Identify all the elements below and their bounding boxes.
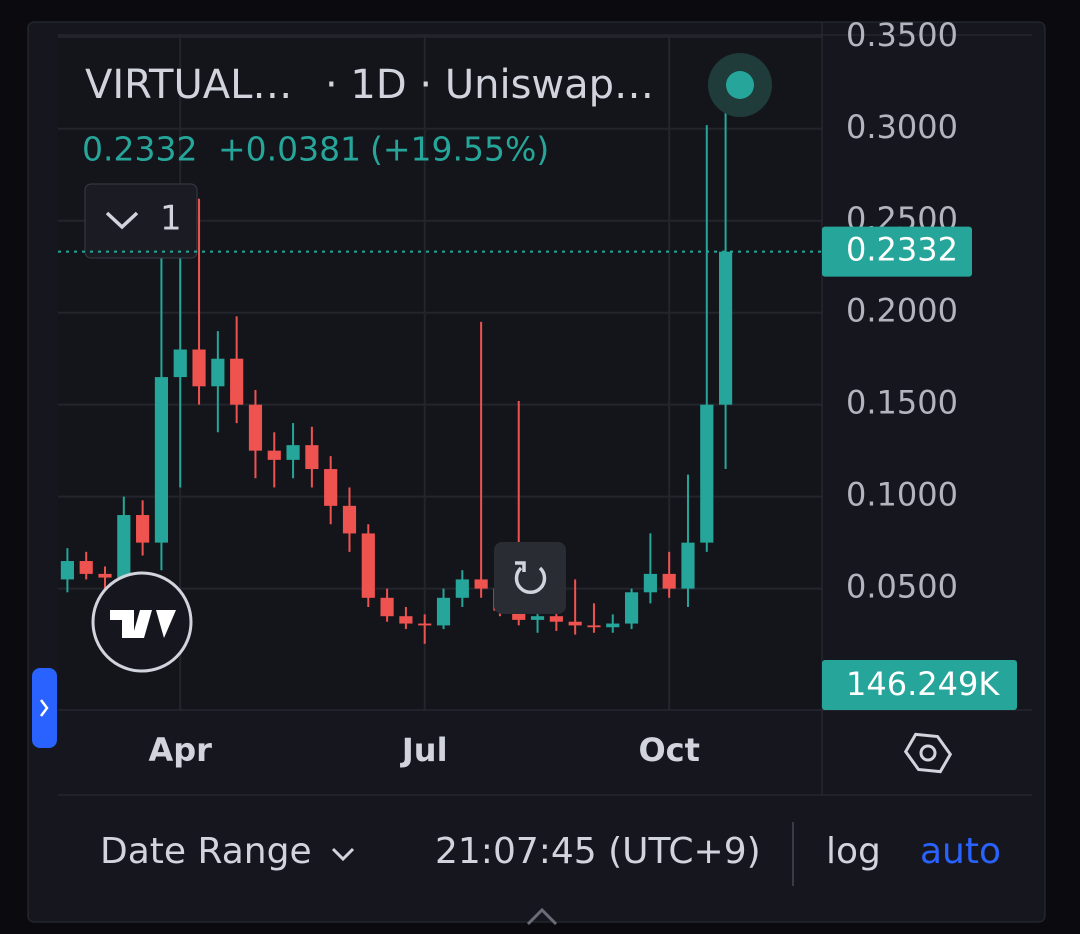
candle-body — [173, 349, 187, 378]
status-dot — [726, 71, 754, 99]
candle-body — [361, 533, 375, 598]
candle-body — [455, 579, 469, 598]
candle-body — [342, 505, 357, 534]
candle-body — [624, 592, 639, 624]
y-tick-label: 0.0500 — [846, 568, 958, 606]
candle-body — [324, 469, 338, 506]
candle-body — [662, 573, 676, 589]
settings-icon-center — [919, 744, 937, 762]
tv-logo-mark — [110, 610, 176, 638]
x-tick-label: Oct — [638, 731, 699, 769]
y-tick-label: 0.3500 — [846, 16, 958, 54]
reset-arrow — [515, 561, 526, 572]
candle-body — [60, 561, 74, 580]
candle-body — [474, 579, 488, 589]
candle-body — [79, 561, 93, 574]
chevron-icon — [105, 211, 139, 230]
candle-body — [230, 358, 244, 405]
auto-toggle[interactable]: auto — [920, 831, 1001, 872]
candle-body — [568, 621, 582, 626]
settings-icon[interactable] — [901, 727, 955, 780]
side-tab-icon — [40, 699, 49, 717]
candle-body — [700, 404, 714, 543]
pull-up-icon — [526, 907, 558, 926]
symbol-title[interactable]: VIRTUAL… — [85, 62, 292, 108]
date-range-chevron — [331, 847, 355, 862]
candle-body — [549, 616, 563, 622]
x-tick-label: Jul — [400, 731, 448, 769]
indicators-button[interactable] — [84, 183, 198, 259]
x-tick-label: Apr — [149, 731, 213, 769]
candle-body — [436, 597, 451, 626]
candle-body — [643, 573, 657, 593]
reset-button[interactable] — [494, 542, 566, 614]
interval-exchange[interactable]: · 1D · Uniswap… — [325, 62, 654, 108]
candle-body — [399, 616, 413, 624]
last-price-label: 0.2332 — [846, 231, 958, 269]
legend-close: 0.2332 — [82, 130, 197, 169]
legend-change-pct: (+19.55%) — [370, 130, 549, 169]
log-toggle[interactable]: log — [826, 831, 881, 872]
candle-body — [587, 625, 601, 628]
side-tab[interactable] — [32, 668, 57, 748]
candle-body — [267, 450, 281, 460]
candle-body — [418, 623, 432, 626]
candle-body — [136, 515, 150, 543]
candle-body — [380, 597, 394, 617]
candle-body — [305, 445, 319, 470]
reset-icon — [514, 566, 547, 595]
candle-body — [117, 515, 131, 578]
clock: 21:07:45 (UTC+9) — [435, 831, 761, 872]
candle-body — [530, 616, 545, 620]
candle-body — [154, 377, 169, 543]
candle-body — [719, 251, 733, 405]
candle-body — [286, 445, 300, 460]
legend-change: +0.0381 — [218, 130, 361, 169]
y-tick-label: 0.2000 — [846, 292, 958, 330]
volume-badge — [822, 660, 1017, 710]
last-price-badge — [822, 226, 972, 277]
y-tick-label: 0.1000 — [846, 476, 958, 514]
indicators-count[interactable]: 1 — [160, 199, 182, 239]
candle-body — [512, 610, 526, 620]
candle-body — [681, 542, 695, 589]
candle-body — [606, 623, 620, 628]
y-tick-label: 0.1500 — [846, 384, 958, 422]
candle-body — [98, 573, 112, 578]
y-tick-label: 0.3000 — [846, 108, 958, 146]
volume-label: 146.249K — [846, 665, 1000, 703]
candle-body — [248, 404, 263, 451]
date-range[interactable]: Date Range — [100, 831, 312, 872]
candle-body — [192, 349, 206, 387]
candle-body — [211, 358, 225, 387]
